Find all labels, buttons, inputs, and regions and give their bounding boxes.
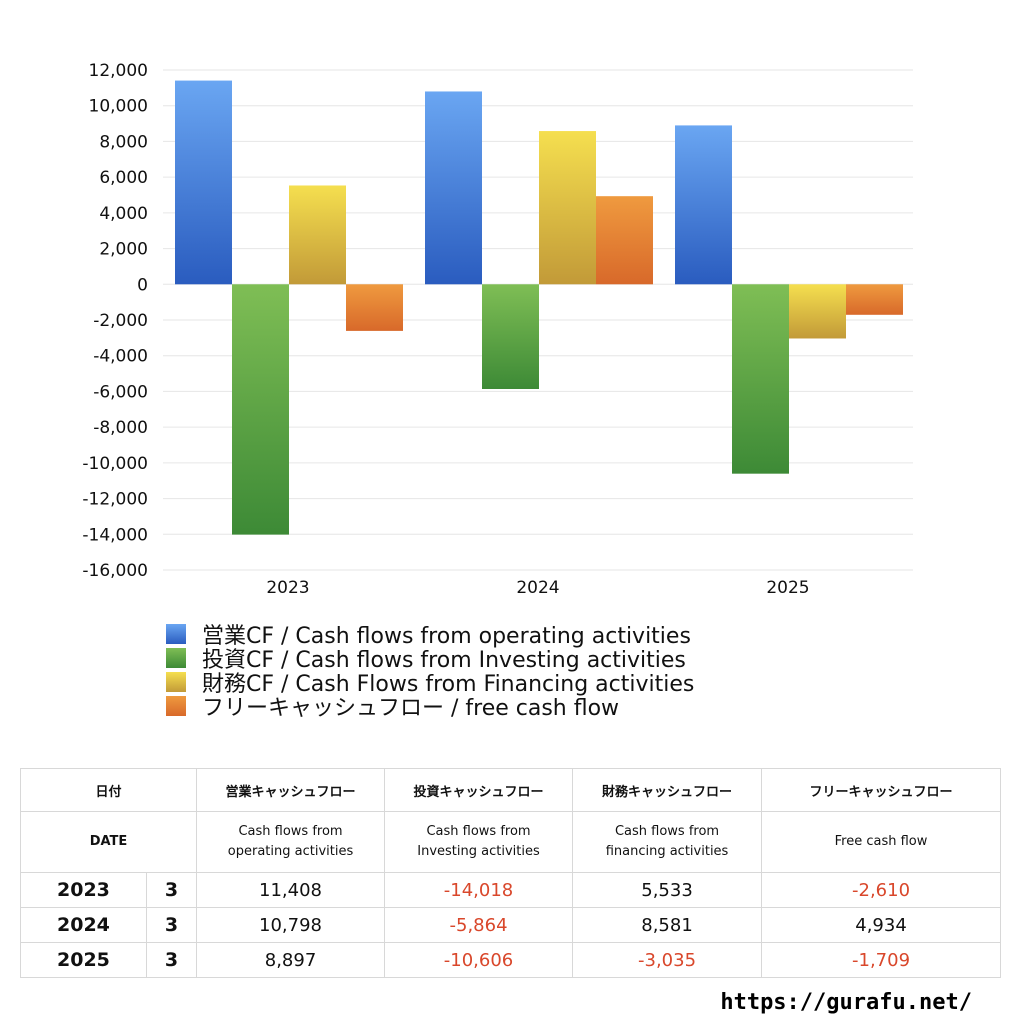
header-free-cash-flow-en-line1: Free cash flow bbox=[834, 834, 928, 849]
header-financing-jp: 財務キャッシュフロー bbox=[572, 768, 763, 812]
row-month: 3 bbox=[145, 907, 198, 943]
legend-label-operating: 営業CF / Cash flows from operating activit… bbox=[202, 624, 691, 649]
table-row: 2023 3 11,408 -14,018 5,533 -2,610 bbox=[20, 872, 1002, 908]
y-tick-label: -6,000 bbox=[93, 382, 148, 402]
legend-label-free-cash-flow: フリーキャッシュフロー / free cash flow bbox=[202, 696, 620, 721]
header-investing-en: Cash flows from Investing activities bbox=[384, 811, 574, 873]
table-row: 2025 3 8,897 -10,606 -3,035 -1,709 bbox=[20, 942, 1002, 978]
cell-operating: 8,897 bbox=[196, 942, 386, 978]
bar-operating bbox=[175, 80, 232, 285]
table-header-row-jp: 日付 営業キャッシュフロー 投資キャッシュフロー 財務キャッシュフロー フリーキ… bbox=[19, 768, 1002, 812]
header-free-cash-flow-en: Free cash flow bbox=[761, 811, 1002, 873]
bar-operating bbox=[675, 125, 732, 285]
cell-free-cash-flow: -2,610 bbox=[761, 872, 1002, 908]
cell-investing: -10,606 bbox=[384, 942, 574, 978]
header-date-en: DATE bbox=[19, 811, 198, 873]
legend-item-operating: 営業CF / Cash flows from operating activit… bbox=[166, 622, 694, 649]
cell-investing: -5,864 bbox=[384, 907, 574, 943]
y-tick-label: -10,000 bbox=[82, 454, 148, 474]
y-tick-label: 4,000 bbox=[99, 204, 148, 224]
table-header-row-en: DATE Cash flows from operating activities… bbox=[19, 811, 1002, 873]
row-year: 2025 bbox=[20, 942, 147, 978]
y-tick-label: 0 bbox=[137, 275, 148, 295]
legend-item-free-cash-flow: フリーキャッシュフロー / free cash flow bbox=[166, 694, 694, 721]
x-tick-label: 2023 bbox=[266, 578, 309, 598]
row-year: 2024 bbox=[20, 907, 147, 943]
legend-swatch-free-cash-flow bbox=[166, 696, 186, 716]
row-year: 2023 bbox=[20, 872, 147, 908]
header-operating-en-line2: operating activities bbox=[227, 844, 354, 859]
header-operating-en-line1: Cash flows from bbox=[238, 824, 343, 839]
y-tick-label: -12,000 bbox=[82, 490, 148, 510]
legend-item-financing: 財務CF / Cash Flows from Financing activit… bbox=[166, 670, 694, 697]
legend-swatch-investing bbox=[166, 648, 186, 668]
bar-investing bbox=[232, 284, 289, 535]
header-financing-en: Cash flows from financing activities bbox=[572, 811, 763, 873]
table-row: 2024 3 10,798 -5,864 8,581 4,934 bbox=[20, 907, 1002, 943]
cash-flow-table: 日付 営業キャッシュフロー 投資キャッシュフロー 財務キャッシュフロー フリーキ… bbox=[19, 768, 1002, 978]
y-tick-label: 12,000 bbox=[89, 61, 148, 81]
header-free-cash-flow-jp: フリーキャッシュフロー bbox=[761, 768, 1002, 812]
watermark-url: https://gurafu.net/ bbox=[720, 990, 972, 1015]
header-investing-jp: 投資キャッシュフロー bbox=[384, 768, 574, 812]
header-operating-jp: 営業キャッシュフロー bbox=[196, 768, 386, 812]
y-tick-label: -16,000 bbox=[82, 561, 148, 581]
cell-financing: -3,035 bbox=[572, 942, 763, 978]
legend-item-investing: 投資CF / Cash flows from Investing activit… bbox=[166, 646, 694, 673]
bar-free-cash-flow bbox=[846, 284, 903, 315]
legend-label-investing: 投資CF / Cash flows from Investing activit… bbox=[202, 648, 686, 673]
bar-financing bbox=[789, 284, 846, 339]
cash-flow-bar-chart: 12,000 10,000 8,000 6,000 4,000 2,000 0 -2,000 -… bbox=[82, 61, 913, 598]
bar-operating bbox=[425, 91, 482, 285]
legend-swatch-financing bbox=[166, 672, 186, 692]
cell-free-cash-flow: 4,934 bbox=[761, 907, 1002, 943]
row-month: 3 bbox=[145, 872, 198, 908]
bar-investing bbox=[732, 284, 789, 474]
y-tick-label: -8,000 bbox=[93, 418, 148, 438]
bar-free-cash-flow bbox=[596, 196, 653, 285]
cell-operating: 10,798 bbox=[196, 907, 386, 943]
cell-financing: 5,533 bbox=[572, 872, 763, 908]
header-date-jp: 日付 bbox=[19, 768, 198, 812]
chart-legend: 営業CF / Cash flows from operating activit… bbox=[166, 622, 694, 721]
header-investing-en-line2: Investing activities bbox=[417, 844, 540, 859]
cell-operating: 11,408 bbox=[196, 872, 386, 908]
y-tick-label: -4,000 bbox=[93, 347, 148, 367]
y-tick-label: 6,000 bbox=[99, 168, 148, 188]
bar-financing bbox=[289, 185, 346, 285]
bar-financing bbox=[539, 131, 596, 285]
legend-swatch-operating bbox=[166, 624, 186, 644]
bar-investing bbox=[482, 284, 539, 389]
header-financing-en-line2: financing activities bbox=[605, 844, 729, 859]
bar-free-cash-flow bbox=[346, 284, 403, 331]
y-tick-label: 2,000 bbox=[99, 240, 148, 260]
y-tick-label: -2,000 bbox=[93, 311, 148, 331]
header-investing-en-line1: Cash flows from bbox=[426, 824, 531, 839]
x-tick-label: 2025 bbox=[766, 578, 809, 598]
cell-free-cash-flow: -1,709 bbox=[761, 942, 1002, 978]
header-operating-en: Cash flows from operating activities bbox=[196, 811, 386, 873]
y-tick-label: -14,000 bbox=[82, 525, 148, 545]
y-tick-label: 8,000 bbox=[99, 132, 148, 152]
y-tick-label: 10,000 bbox=[89, 97, 148, 117]
header-financing-en-line1: Cash flows from bbox=[614, 824, 720, 839]
cell-financing: 8,581 bbox=[572, 907, 763, 943]
cell-investing: -14,018 bbox=[384, 872, 574, 908]
x-tick-label: 2024 bbox=[516, 578, 559, 598]
legend-label-financing: 財務CF / Cash Flows from Financing activit… bbox=[202, 672, 695, 697]
row-month: 3 bbox=[145, 942, 198, 978]
